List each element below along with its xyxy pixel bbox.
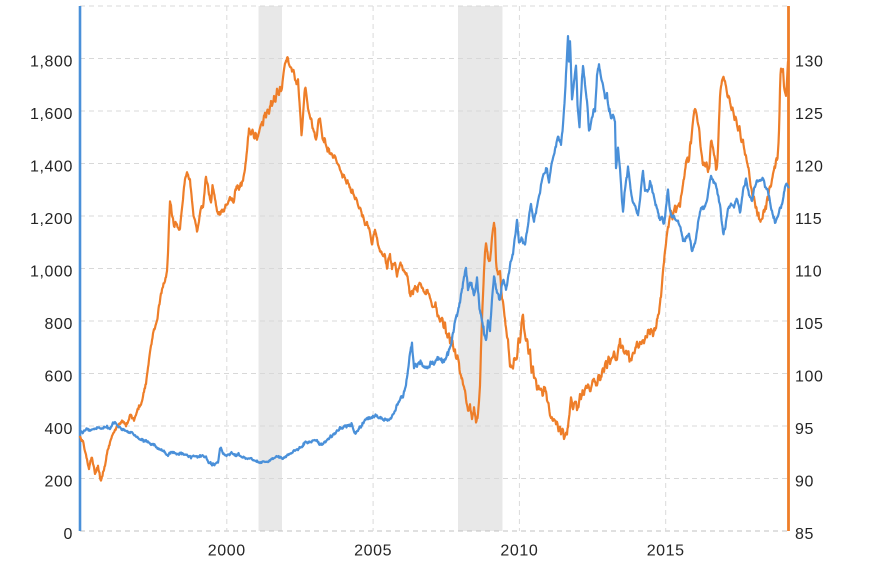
svg-text:115: 115 [795,211,822,228]
svg-text:120: 120 [795,159,824,176]
svg-text:2010: 2010 [500,543,538,560]
svg-text:2015: 2015 [647,543,685,560]
svg-text:2005: 2005 [354,543,392,560]
svg-text:90: 90 [795,474,814,491]
svg-text:600: 600 [45,369,74,386]
svg-text:200: 200 [45,474,74,491]
svg-text:0: 0 [64,526,74,543]
svg-text:400: 400 [45,421,74,438]
svg-text:1,400: 1,400 [30,159,73,176]
svg-text:1,200: 1,200 [30,211,73,228]
svg-text:125: 125 [795,106,824,123]
svg-text:1,600: 1,600 [30,106,73,123]
svg-text:100: 100 [795,369,824,386]
svg-text:95: 95 [795,421,814,438]
svg-text:85: 85 [795,526,814,543]
svg-text:800: 800 [45,316,74,333]
svg-text:2000: 2000 [208,543,246,560]
svg-text:1,800: 1,800 [30,54,73,71]
svg-text:105: 105 [795,316,824,333]
svg-text:110: 110 [795,264,822,281]
svg-text:130: 130 [795,54,824,71]
svg-text:1,000: 1,000 [30,264,73,281]
